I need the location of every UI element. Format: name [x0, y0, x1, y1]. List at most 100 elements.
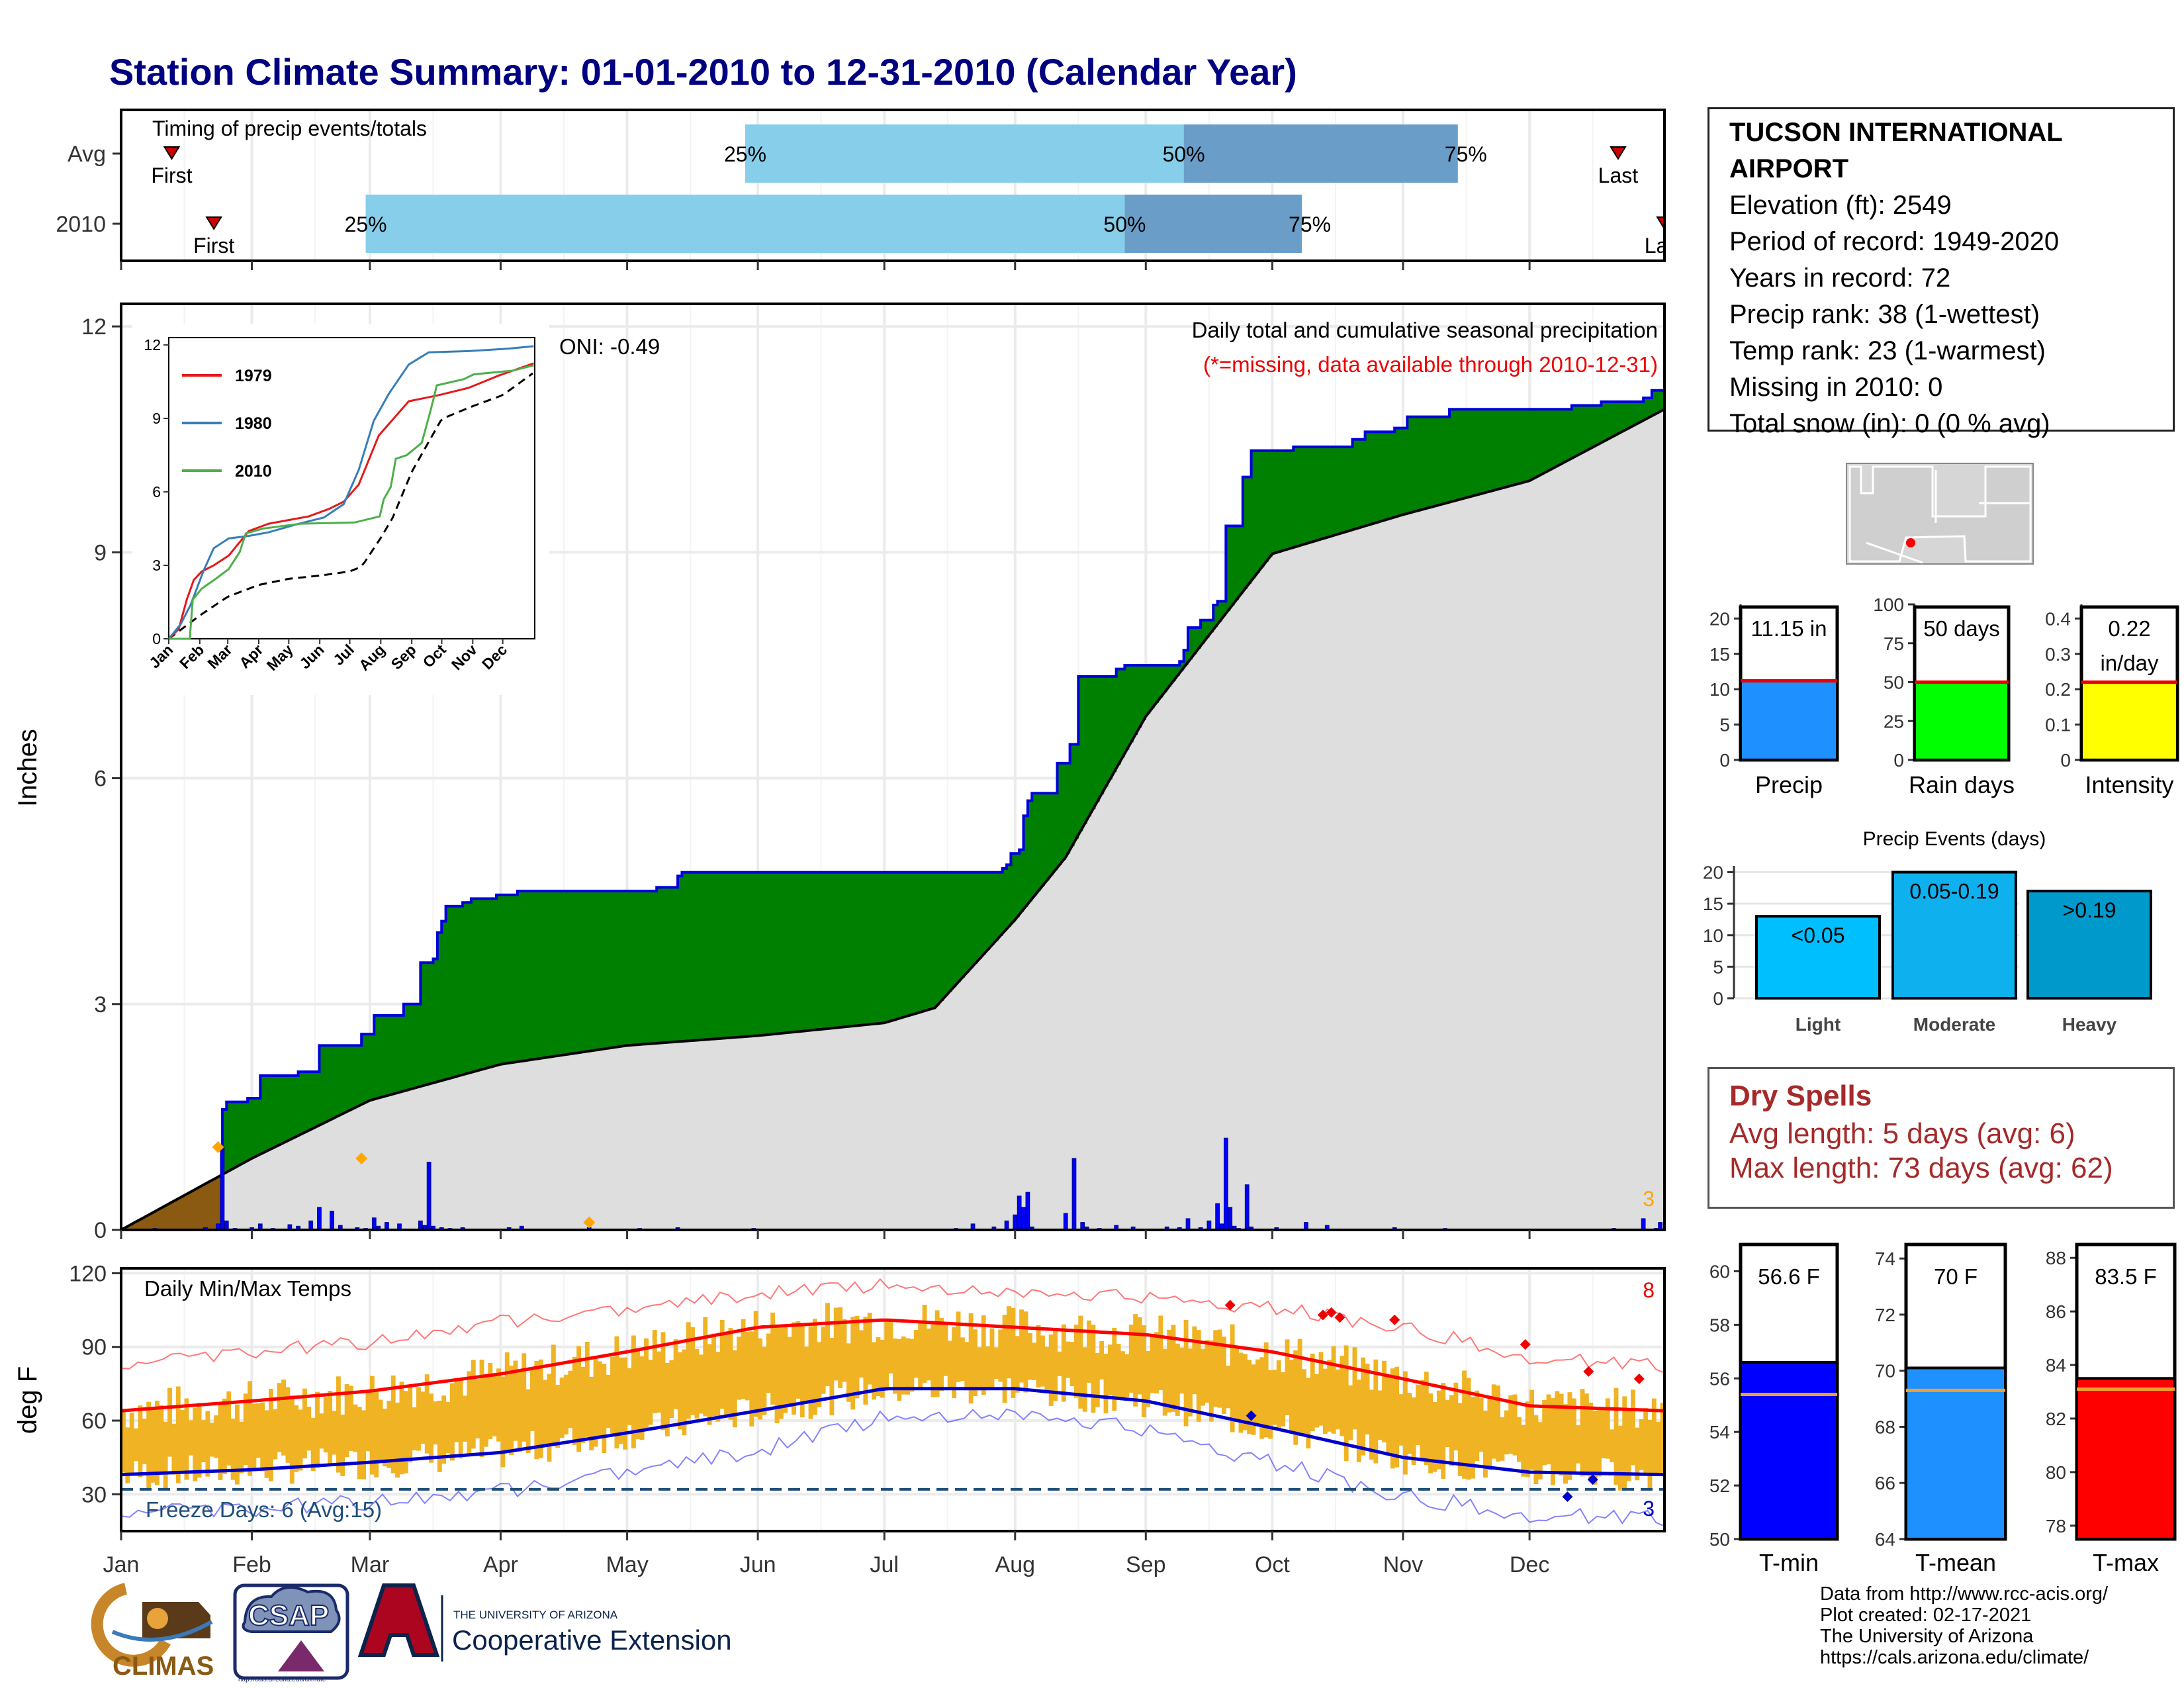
timing-row-label: 2010 — [56, 212, 106, 237]
record-low-marker — [1246, 1410, 1257, 1421]
event-bar — [2026, 890, 2152, 1000]
record-high-marker — [1224, 1299, 1236, 1311]
summary-y-tick-label: 0 — [1893, 750, 1904, 771]
timing-q25-label: 25% — [345, 212, 387, 236]
month-label: Jun — [740, 1552, 776, 1577]
month-label: Jan — [103, 1552, 140, 1577]
timing-frame — [120, 109, 1666, 262]
tempbar-y-tick-label: 64 — [1875, 1529, 1895, 1550]
daily-precip-bar — [1228, 1207, 1233, 1231]
event-category-label: Heavy — [2062, 1014, 2117, 1035]
station-missing: Missing in 2010: 0 — [1729, 373, 1943, 402]
tempbar-y-tick-label: 88 — [2046, 1248, 2066, 1268]
temp-title: Daily Min/Max Temps — [144, 1276, 351, 1301]
daily-precip-bar — [308, 1220, 314, 1231]
timing-q25-label: 25% — [724, 142, 766, 166]
temp-frame — [120, 1267, 1666, 1532]
credit-plot-created: Plot created: 02-17-2021 — [1820, 1605, 2032, 1626]
inset-legend-label: 1979 — [235, 367, 272, 385]
event-value-label: 0.05-0.19 — [1909, 880, 1999, 904]
inset-y-tick-label: 0 — [152, 630, 161, 647]
temperature-bar-charts: 50 52 54 56 58 60 56.6 F T-min 64 66 68 70 72 74 70 F T… — [1709, 1243, 2177, 1576]
station-info-box: TUCSON INTERNATIONAL AIRPORT Elevation (… — [1707, 107, 2175, 438]
summary-y-tick-label: 25 — [1884, 711, 1904, 731]
summary-y-tick-label: 0.3 — [2045, 644, 2071, 665]
station-elevation: Elevation (ft): 2549 — [1729, 191, 1952, 220]
temp-y-tick-label: 60 — [81, 1409, 107, 1434]
events-y-tick-label: 5 — [1713, 957, 1723, 977]
record-high-marker — [1326, 1307, 1337, 1318]
precip-events-chart: Precip Events (days) 0 5 10 15 20 <0.05 Light 0.… — [1703, 828, 2152, 1035]
summary-y-tick-label: 0.1 — [2045, 715, 2071, 735]
summary-bar-charts: 0 5 10 15 20 11.15 in Precip 0 25 50 75 100 50 days R… — [1709, 594, 2179, 798]
first-event-marker — [163, 146, 181, 160]
month-label: Mar — [351, 1552, 390, 1577]
first-event-label: First — [151, 164, 192, 187]
record-max-line — [120, 1278, 1665, 1374]
daily-precip-bar — [220, 1147, 225, 1231]
tempbar-y-tick-label: 68 — [1875, 1417, 1895, 1437]
summary-bar — [1913, 680, 2010, 761]
tempbar-y-tick-label: 84 — [2046, 1355, 2066, 1376]
average-max-temp-line — [120, 1318, 1665, 1413]
summary-y-tick-label: 20 — [1709, 608, 1730, 629]
precip-y-tick-label: 3 — [94, 992, 107, 1017]
tempbar-y-tick-label: 70 — [1875, 1361, 1895, 1382]
summary-y-tick-label: 75 — [1884, 633, 1904, 654]
month-label: Aug — [995, 1552, 1036, 1577]
csap-text: CSAP — [248, 1599, 329, 1632]
tempbar-y-tick-label: 72 — [1875, 1305, 1895, 1325]
event-value-label: <0.05 — [1792, 923, 1845, 947]
summary-bar — [1739, 679, 1839, 761]
dry-spells-box: Dry Spells Avg length: 5 days (avg: 6) M… — [1707, 1067, 2175, 1209]
tempbar-bar — [1739, 1361, 1839, 1540]
timing-bar-25-50 — [745, 124, 1184, 183]
event-value-label: >0.19 — [2063, 898, 2116, 922]
precip-subtitle: (*=missing, data available through 2010-… — [1203, 352, 1658, 377]
tempbar-value-text: 56.6 F — [1758, 1264, 1820, 1289]
event-category-label: Moderate — [1913, 1014, 1995, 1035]
events-y-tick-label: 20 — [1703, 863, 1723, 883]
timing-row-label: Avg — [68, 142, 106, 167]
max-precip-marker — [212, 1141, 224, 1153]
record-low-marker — [1562, 1491, 1573, 1503]
events-y-tick-label: 0 — [1713, 988, 1723, 1009]
daily-precip-bar — [1071, 1158, 1077, 1231]
event-bar — [1755, 915, 1881, 1000]
precip-y-tick-label: 12 — [81, 314, 107, 340]
timing-clip — [1666, 107, 1706, 264]
temp-y-tick-label: 90 — [81, 1335, 107, 1360]
tempbar-bar — [2075, 1377, 2176, 1540]
temp-y-axis-label: deg F — [13, 1366, 42, 1434]
normal-precip-line — [120, 408, 1665, 1231]
tempbar-value-text: 70 F — [1934, 1264, 1978, 1289]
precip-y-tick-label: 0 — [94, 1218, 107, 1243]
precip-y-axis-label: Inches — [13, 729, 42, 807]
month-label: Oct — [1255, 1552, 1290, 1577]
inset-series-line — [167, 345, 534, 639]
daily-precip-bar — [1185, 1218, 1191, 1231]
station-precip-rank: Precip rank: 38 (1-wettest) — [1729, 300, 2040, 329]
inset-y-tick-label: 12 — [144, 336, 161, 353]
timing-q75-label: 75% — [1289, 212, 1331, 236]
tempbar-y-tick-label: 82 — [2046, 1409, 2066, 1429]
record-high-marker — [1334, 1312, 1345, 1323]
station-name: TUCSON INTERNATIONAL AIRPORT — [1729, 118, 2062, 183]
daily-precip-bar — [224, 1220, 229, 1231]
credits: Data from http://www.rcc-acis.org/ Plot … — [1820, 1583, 2108, 1668]
month-label: Nov — [1383, 1552, 1423, 1577]
tempbar-y-tick-label: 78 — [2046, 1516, 2066, 1536]
events-title: Precip Events (days) — [1863, 828, 2046, 850]
inset-legend-label: 2010 — [235, 462, 272, 481]
tempbar-y-tick-label: 80 — [2046, 1462, 2066, 1483]
summary-bar-label: Rain days — [1909, 771, 2015, 798]
tempbar-y-tick-label: 54 — [1709, 1422, 1730, 1442]
tempbar-y-tick-label: 86 — [2046, 1301, 2066, 1322]
first-event-marker — [205, 216, 222, 230]
missing-count: 3 — [1643, 1187, 1655, 1211]
last-event-label: Last — [1598, 164, 1639, 187]
precip-frame — [120, 303, 1666, 1231]
record-low-count: 3 — [1643, 1497, 1655, 1521]
ua-logo: A THE UNIVERSITY OF ARIZONA Cooperative … — [357, 1583, 732, 1662]
